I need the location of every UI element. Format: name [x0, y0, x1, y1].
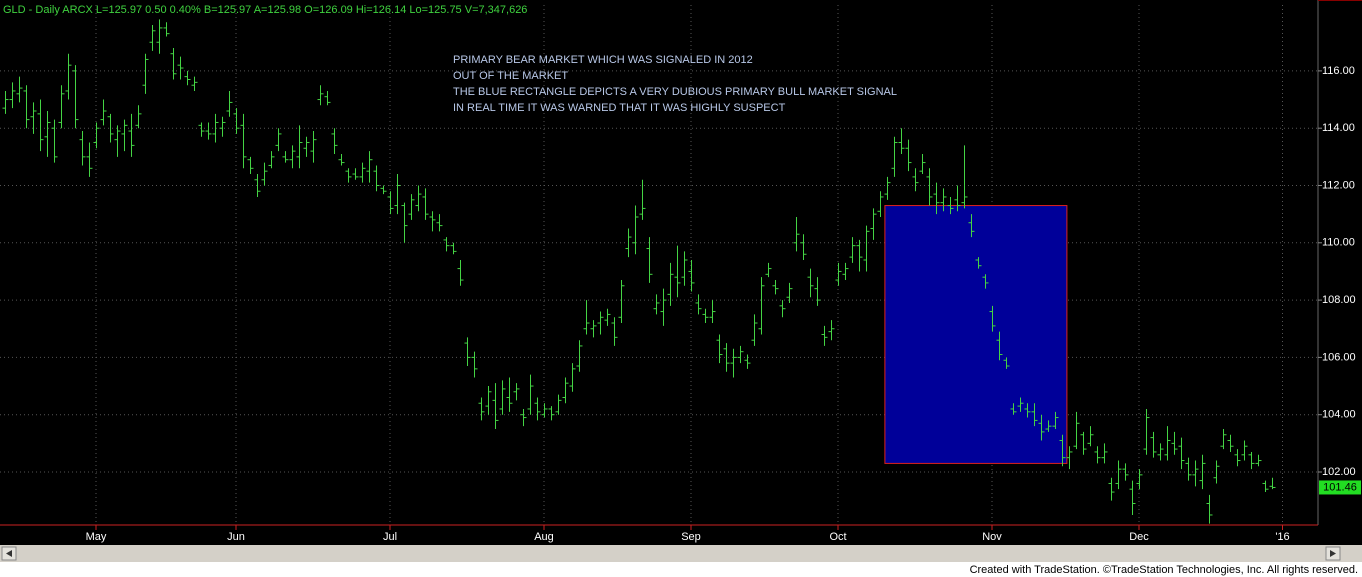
y-tick-label: 110.00 — [1322, 237, 1355, 249]
x-tick-label: Oct — [829, 531, 846, 543]
y-tick-label: 106.00 — [1322, 351, 1356, 363]
x-tick-label: May — [86, 531, 107, 543]
y-tick-label: 104.00 — [1322, 409, 1356, 421]
footer-band — [0, 562, 1362, 577]
signal-rectangle — [884, 205, 1068, 464]
x-tick-label: Dec — [1129, 531, 1149, 543]
x-tick-label: Jun — [227, 531, 245, 543]
x-tick-label: Jul — [383, 531, 397, 543]
header: GLD - Daily ARCX L=125.97 0.50 0.40% B=1… — [3, 4, 527, 16]
scroll-bar[interactable] — [0, 545, 1362, 562]
annotation: THE BLUE RECTANGLE DEPICTS A VERY DUBIOU… — [453, 86, 897, 98]
y-tick-label: 102.00 — [1322, 466, 1356, 478]
x-tick-label: '16 — [1275, 531, 1289, 543]
scroll-track[interactable] — [0, 545, 1362, 562]
x-tick-label: Aug — [534, 531, 554, 543]
y-tick-label: 114.00 — [1322, 122, 1355, 134]
annotation: PRIMARY BEAR MARKET WHICH WAS SIGNALED I… — [453, 54, 753, 66]
x-tick-label: Sep — [681, 531, 701, 543]
arrow-right — [1330, 550, 1336, 557]
footer: Created with TradeStation. ©TradeStation… — [970, 564, 1358, 576]
annotation: OUT OF THE MARKET — [453, 70, 568, 82]
y-tick-label: 116.00 — [1322, 65, 1355, 77]
y-tick-label: 112.00 — [1322, 179, 1355, 191]
arrow-left — [6, 550, 12, 557]
y-tick-label: 108.00 — [1322, 294, 1356, 306]
annotation: IN REAL TIME IT WAS WARNED THAT IT WAS H… — [453, 102, 786, 114]
x-tick-label: Nov — [982, 531, 1002, 543]
last-price-box — [1319, 480, 1361, 495]
last-price-label: 101.46 — [1323, 481, 1357, 493]
